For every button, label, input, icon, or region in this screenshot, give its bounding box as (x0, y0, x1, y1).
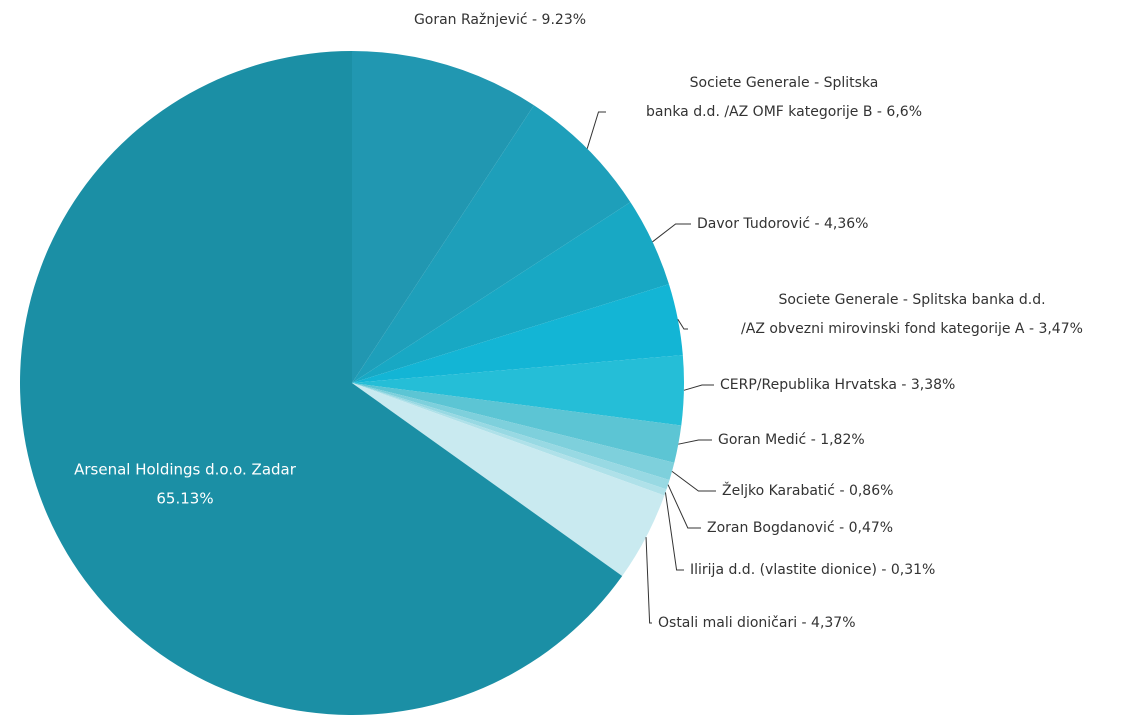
leader-line (667, 484, 701, 529)
leader-line (664, 492, 684, 571)
leader-line (652, 223, 691, 243)
pie-slice (352, 383, 667, 496)
slice-label: banka d.d. /AZ OMF kategorije B - 6,6% (646, 104, 922, 120)
slice-label: Goran Ražnjević - 9.23% (414, 12, 586, 28)
leader-line (645, 537, 652, 624)
pie-slice (352, 383, 682, 463)
pie-slice (352, 202, 669, 383)
slice-label: Societe Generale - Splitska banka d.d. (778, 292, 1045, 308)
pie-slice (352, 383, 665, 576)
slice-label: Societe Generale - Splitska (690, 75, 879, 91)
slice-label: Ilirija d.d. (vlastite dionice) - 0,31% (690, 562, 935, 578)
leader-line (683, 384, 714, 391)
pie-slice (352, 383, 670, 490)
pie-slice (20, 50, 623, 715)
leader-line (677, 318, 688, 330)
leader-line (678, 439, 712, 445)
slice-label: Željko Karabatić - 0,86% (722, 481, 893, 499)
slice-label: Zoran Bogdanović - 0,47% (707, 520, 893, 536)
slice-label: Goran Medić - 1,82% (718, 432, 865, 448)
slice-label: 65.13% (156, 490, 213, 508)
slice-label: Arsenal Holdings d.o.o. Zadar (74, 461, 297, 479)
leader-line (586, 111, 606, 149)
slice-label: CERP/Republika Hrvatska - 3,38% (720, 377, 955, 393)
pie-slice (352, 355, 684, 426)
slice-label: /AZ obvezni mirovinski fond kategorije A… (741, 321, 1083, 337)
slice-label: Ostali mali dioničari - 4,37% (658, 615, 856, 631)
pie-slice (352, 284, 683, 383)
leader-line (671, 471, 716, 492)
slice-label: Davor Tudorović - 4,36% (697, 216, 868, 232)
pie-slice (352, 383, 675, 481)
pie-slice (352, 105, 631, 384)
pie-slice (352, 51, 534, 383)
